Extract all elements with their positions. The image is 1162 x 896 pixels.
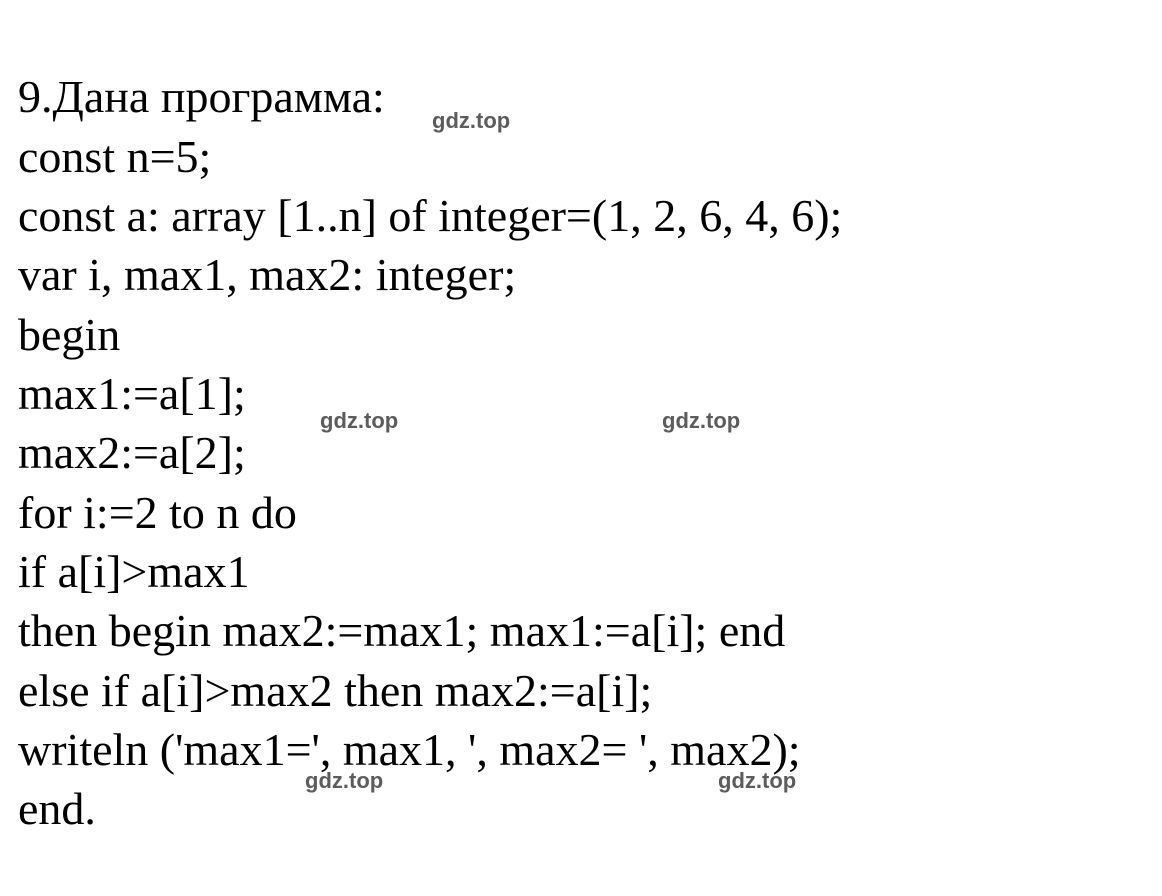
code-line: writeln ('max1=', max1, ', max2= ', max2… bbox=[18, 724, 801, 775]
watermark-text: gdz.top bbox=[305, 768, 383, 794]
code-line: max2:=a[2]; bbox=[18, 427, 246, 478]
code-line: max1:=a[1]; bbox=[18, 368, 246, 419]
watermark-text: gdz.top bbox=[432, 108, 510, 134]
code-line: end. bbox=[18, 783, 96, 834]
code-line: 9.Дана программа: bbox=[18, 71, 385, 122]
code-line: begin bbox=[18, 309, 120, 360]
code-line: then begin max2:=max1; max1:=a[i]; end bbox=[18, 605, 785, 656]
watermark-text: gdz.top bbox=[320, 408, 398, 434]
code-line: else if a[i]>max2 then max2:=a[i]; bbox=[18, 665, 652, 716]
watermark-text: gdz.top bbox=[718, 768, 796, 794]
code-line: if a[i]>max1 bbox=[18, 546, 250, 597]
code-line: const n=5; bbox=[18, 131, 211, 182]
watermark-text: gdz.top bbox=[662, 408, 740, 434]
code-line: const a: array [1..n] of integer=(1, 2, … bbox=[18, 190, 842, 241]
code-line: for i:=2 to n do bbox=[18, 487, 297, 538]
code-line: var i, max1, max2: integer; bbox=[18, 249, 516, 300]
